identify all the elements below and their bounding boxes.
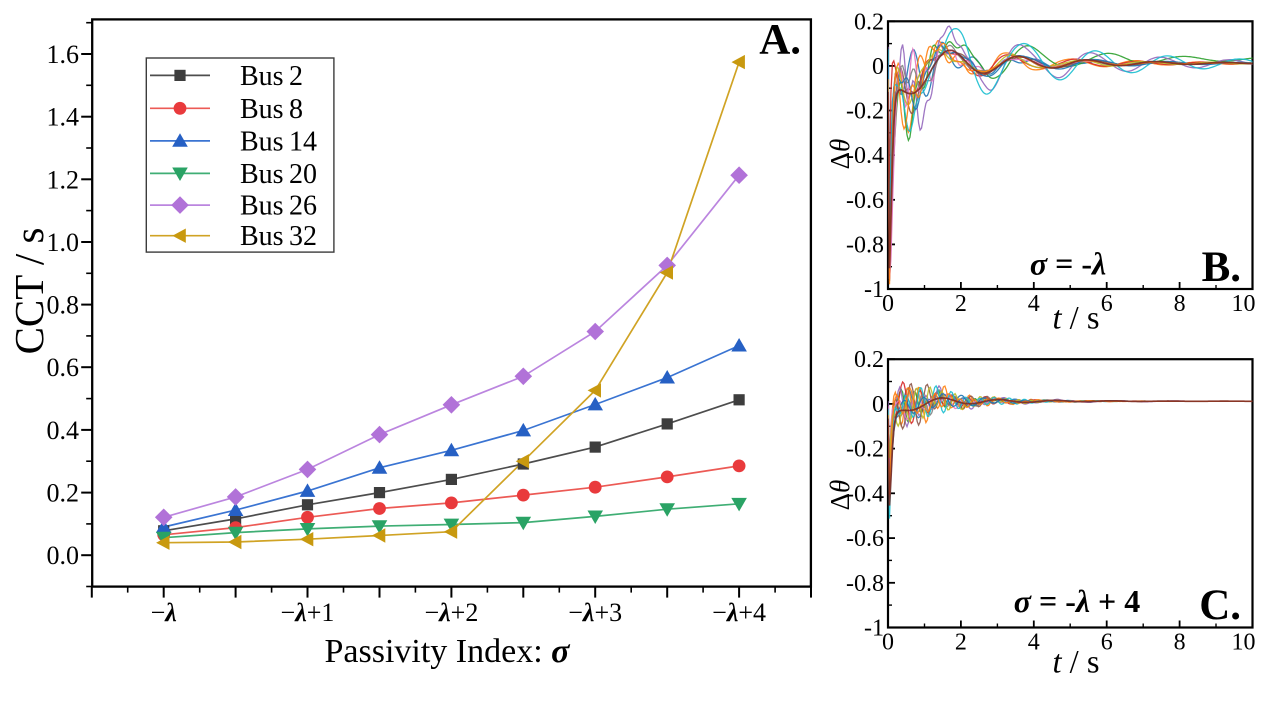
svg-text:-0.4: -0.4 xyxy=(846,481,884,507)
svg-text:4: 4 xyxy=(1028,630,1040,656)
svg-text:-0.4: -0.4 xyxy=(846,143,884,169)
svg-text:1.0: 1.0 xyxy=(47,228,80,257)
svg-text:0.0: 0.0 xyxy=(47,541,80,570)
svg-text:2: 2 xyxy=(955,630,967,656)
svg-text:−λ+3: −λ+3 xyxy=(568,598,622,627)
svg-text:0.2: 0.2 xyxy=(47,479,80,508)
svg-text:CCT / s: CCT / s xyxy=(6,228,52,355)
svg-text:0.8: 0.8 xyxy=(47,291,80,320)
svg-text:Δθ: Δθ xyxy=(825,480,855,511)
svg-text:6: 6 xyxy=(1101,630,1113,656)
svg-text:-0.6: -0.6 xyxy=(846,526,884,552)
svg-text:Bus: Bus xyxy=(240,159,284,190)
svg-text:−λ+1: −λ+1 xyxy=(281,598,335,627)
svg-text:6: 6 xyxy=(1101,291,1113,317)
svg-text:t / s: t / s xyxy=(1053,301,1100,337)
svg-text:-0.2: -0.2 xyxy=(846,99,884,125)
svg-text:32: 32 xyxy=(289,221,317,252)
svg-text:20: 20 xyxy=(289,159,317,190)
svg-text:Bus: Bus xyxy=(240,61,284,92)
svg-text:A.: A. xyxy=(759,17,801,64)
svg-text:14: 14 xyxy=(289,126,317,157)
svg-text:0: 0 xyxy=(872,392,884,418)
svg-text:Bus: Bus xyxy=(240,126,284,157)
svg-text:B.: B. xyxy=(1202,244,1241,291)
svg-text:-0.8: -0.8 xyxy=(846,232,884,258)
svg-text:8: 8 xyxy=(1174,630,1186,656)
svg-text:8: 8 xyxy=(289,94,303,125)
svg-text:C.: C. xyxy=(1199,582,1241,629)
svg-text:−λ: −λ xyxy=(151,598,177,627)
svg-text:0.4: 0.4 xyxy=(47,416,80,445)
svg-text:0.2: 0.2 xyxy=(854,9,884,35)
svg-text:26: 26 xyxy=(289,191,317,222)
svg-text:Δθ: Δθ xyxy=(825,139,855,170)
svg-text:-0.2: -0.2 xyxy=(846,437,884,463)
svg-text:2: 2 xyxy=(955,291,967,317)
svg-text:-1: -1 xyxy=(864,616,884,642)
svg-text:-0.6: -0.6 xyxy=(846,188,884,214)
svg-text:0: 0 xyxy=(872,54,884,80)
svg-text:0.2: 0.2 xyxy=(854,347,884,373)
svg-text:−λ+2: −λ+2 xyxy=(424,598,478,627)
svg-text:σ = -λ + 4: σ = -λ + 4 xyxy=(1014,583,1141,619)
svg-text:1.2: 1.2 xyxy=(47,165,80,194)
svg-text:1.6: 1.6 xyxy=(47,40,80,69)
svg-text:2: 2 xyxy=(289,61,303,92)
svg-text:-0.8: -0.8 xyxy=(846,571,884,597)
svg-text:4: 4 xyxy=(1028,291,1040,317)
svg-text:Bus: Bus xyxy=(240,191,284,222)
svg-text:1.4: 1.4 xyxy=(47,103,80,132)
svg-text:0: 0 xyxy=(882,630,894,656)
svg-text:Passivity Index: σ: Passivity Index: σ xyxy=(325,633,572,670)
svg-text:Bus: Bus xyxy=(240,221,284,252)
svg-text:0.6: 0.6 xyxy=(47,353,80,382)
svg-text:t / s: t / s xyxy=(1053,645,1100,681)
svg-text:0: 0 xyxy=(882,291,894,317)
svg-text:8: 8 xyxy=(1174,291,1186,317)
svg-text:10: 10 xyxy=(1232,630,1256,656)
svg-text:Bus: Bus xyxy=(240,94,284,125)
svg-text:σ = -λ: σ = -λ xyxy=(1030,245,1106,281)
svg-text:-1: -1 xyxy=(864,277,884,303)
svg-text:−λ+4: −λ+4 xyxy=(712,598,766,627)
svg-text:10: 10 xyxy=(1232,291,1256,317)
